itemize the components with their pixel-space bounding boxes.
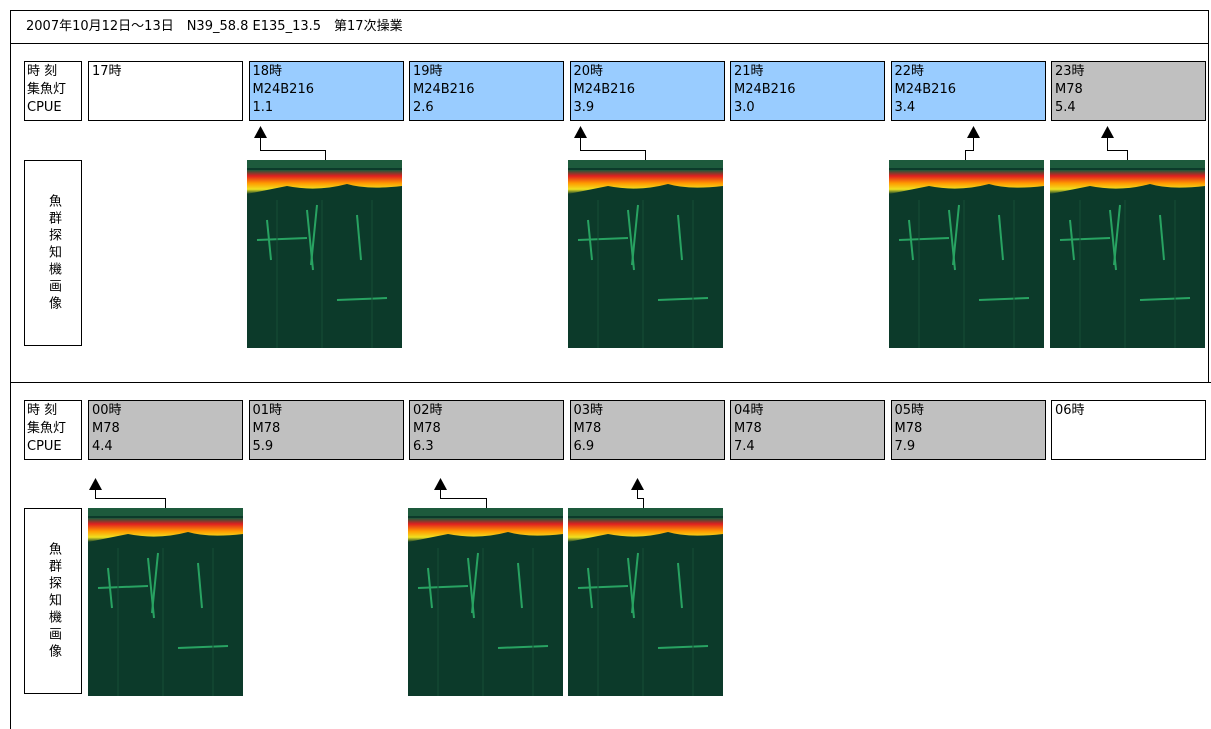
cell-time: 18時 — [252, 64, 283, 79]
time-cell: 22時 M24B216 3.4 — [890, 61, 1046, 121]
cell-time: 22時 — [894, 64, 925, 79]
cell-cpue: 6.3 — [413, 439, 434, 454]
time-cell: 21時 M24B216 3.0 — [730, 61, 885, 121]
row-label: 時 刻 — [27, 64, 58, 79]
cell-cpue: 3.0 — [734, 100, 755, 115]
cell-cpue: 6.9 — [573, 439, 595, 454]
cell-time: 20時 — [573, 64, 604, 79]
cell-lamp: M78 — [894, 421, 923, 436]
time-cell: 20時 M24B216 3.9 — [569, 61, 725, 121]
cell-lamp: M24B216 — [894, 82, 957, 97]
connector-arrows — [95, 134, 1128, 508]
cell-lamp: M78 — [573, 421, 602, 436]
cell-lamp: M24B216 — [413, 82, 475, 97]
cell-cpue: 1.1 — [252, 100, 274, 115]
time-cell: 18時 M24B216 1.1 — [248, 61, 404, 121]
image-label: 魚群探知機画像 — [46, 193, 61, 313]
cell-cpue: 3.4 — [894, 100, 916, 115]
cell-time: 03時 — [573, 403, 604, 418]
cell-lamp: M24B216 — [252, 82, 315, 97]
cell-lamp: M78 — [92, 421, 120, 436]
row-label: 集魚灯 — [27, 421, 67, 436]
time-cell: 01時 M78 5.9 — [248, 400, 404, 460]
cell-time: 05時 — [894, 403, 925, 418]
cell-time: 23時 — [1055, 64, 1085, 79]
arrowheads — [89, 126, 1114, 490]
time-cell: 02時 M78 6.3 — [409, 400, 564, 460]
cell-cpue: 3.9 — [573, 100, 595, 115]
cell-cpue: 7.9 — [894, 439, 916, 454]
cell-cpue: 5.4 — [1055, 100, 1076, 115]
cell-time: 21時 — [734, 64, 764, 79]
row-label: CPUE — [27, 100, 62, 115]
cell-lamp: M78 — [1055, 82, 1083, 97]
cell-time: 00時 — [92, 403, 122, 418]
cell-lamp: M24B216 — [734, 82, 796, 97]
cell-cpue: 7.4 — [734, 439, 755, 454]
row-label-box: 時 刻集魚灯 CPUE — [24, 400, 82, 460]
time-cell: 04時 M78 7.4 — [730, 400, 885, 460]
time-cell: 05時 M78 7.9 — [890, 400, 1046, 460]
cell-lamp: M24B216 — [573, 82, 636, 97]
cell-time: 06時 — [1055, 403, 1085, 418]
cell-time: 01時 — [252, 403, 283, 418]
cell-lamp: M78 — [734, 421, 762, 436]
cell-lamp: M78 — [252, 421, 281, 436]
time-cell: 00時 M78 4.4 — [88, 400, 243, 460]
image-label: 魚群探知機画像 — [46, 541, 61, 661]
row-label-box: 時 刻集魚灯 CPUE — [24, 61, 82, 121]
row-label: 集魚灯 — [27, 82, 67, 97]
time-cell: 19時 M24B216 2.6 — [409, 61, 564, 121]
time-cell: 23時 M78 5.4 — [1051, 61, 1206, 121]
cell-time: 02時 — [413, 403, 443, 418]
time-cell: 17時 — [88, 61, 243, 121]
time-cell: 03時 M78 6.9 — [569, 400, 725, 460]
cell-lamp: M78 — [413, 421, 441, 436]
cell-time: 19時 — [413, 64, 443, 79]
cell-time: 04時 — [734, 403, 764, 418]
cell-cpue: 2.6 — [413, 100, 434, 115]
time-cell: 06時 — [1051, 400, 1206, 460]
image-label-box: 魚群探知機画像 — [24, 508, 82, 694]
cell-cpue: 4.4 — [92, 439, 113, 454]
cell-cpue: 5.9 — [252, 439, 274, 454]
row-label: CPUE — [27, 439, 62, 454]
row-label: 時 刻 — [27, 403, 58, 418]
header-title: 2007年10月12日～13日 N39_58.8 E135_13.5 第17次操… — [26, 19, 403, 34]
cell-time: 17時 — [92, 64, 122, 79]
image-label-box: 魚群探知機画像 — [24, 160, 82, 346]
